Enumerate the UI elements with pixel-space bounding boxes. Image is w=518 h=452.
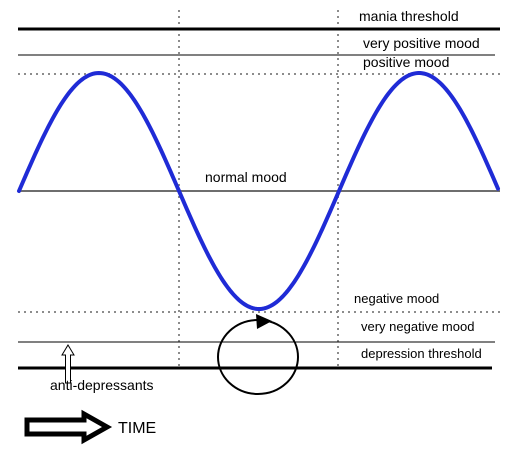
circular-arrow-icon [217,314,299,395]
time-label: TIME [118,420,156,437]
depression-threshold-label: depression threshold [361,346,482,361]
mood-wave [17,70,500,311]
positive-mood-label: positive mood [363,54,449,70]
mania-threshold-label: mania threshold [359,8,459,24]
negative-mood-label: negative mood [354,291,439,306]
up-outline-arrow-icon [61,344,75,384]
normal-mood-label: normal mood [205,169,287,185]
right-outline-arrow-icon [24,409,113,445]
very-negative-mood-label: very negative mood [361,319,474,334]
very-positive-mood-label: very positive mood [363,35,480,51]
anti-depressants-label: anti-depressants [50,377,154,393]
